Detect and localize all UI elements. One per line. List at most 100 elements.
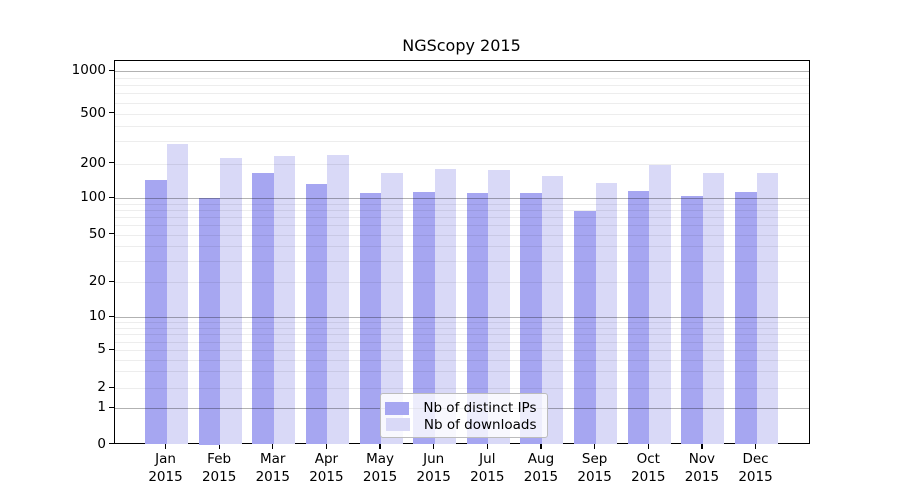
- x-tick-year: 2015: [684, 468, 720, 485]
- x-tick-mark-oct: [647, 444, 649, 449]
- legend: Nb of distinct IPs Nb of downloads: [379, 393, 548, 438]
- bar-oct-distinct-ips: [627, 191, 650, 445]
- x-tick-month: Feb: [207, 451, 232, 467]
- x-tick-label-feb: Feb 2015: [189, 451, 249, 486]
- bar-may-downloads: [381, 172, 403, 445]
- bar-dec-downloads: [756, 173, 779, 445]
- y-tick-mark-2: [109, 386, 114, 389]
- x-tick-mark-jan: [164, 444, 167, 449]
- x-tick-month: Jun: [423, 451, 445, 467]
- x-tick-month: Dec: [742, 451, 769, 467]
- x-tick-label-may: May 2015: [350, 451, 410, 486]
- plot-area: Nb of distinct IPs Nb of downloads: [113, 60, 810, 445]
- y-tick-mark-1: [109, 406, 114, 409]
- x-tick-label-oct: Oct 2015: [618, 451, 678, 486]
- bar-mar-distinct-ips: [252, 173, 274, 445]
- x-tick-year: 2015: [631, 468, 666, 485]
- y-tick-mark-1000: [109, 69, 114, 72]
- bar-apr-distinct-ips: [305, 184, 328, 445]
- x-tick-label-sep: Sep 2015: [565, 451, 625, 486]
- bar-oct-downloads: [649, 164, 671, 445]
- x-tick-month: Nov: [688, 451, 716, 467]
- y-tick-label-20: 20: [88, 273, 106, 289]
- y-tick-mark-0: [109, 443, 114, 445]
- x-tick-year: 2015: [738, 468, 773, 485]
- bar-nov-distinct-ips: [681, 195, 703, 445]
- y-tick-label-200: 200: [80, 154, 106, 171]
- x-tick-year: 2015: [523, 468, 559, 485]
- bar-nov-downloads: [702, 173, 725, 445]
- legend-label-distinct-ips: Nb of distinct IPs: [423, 400, 537, 417]
- bar-jan-distinct-ips: [145, 180, 167, 445]
- x-tick-month: Apr: [314, 451, 339, 467]
- x-tick-mark-nov: [701, 444, 703, 449]
- x-tick-month: May: [366, 451, 394, 467]
- bar-aug-downloads: [541, 176, 564, 445]
- x-tick-month: Jan: [155, 451, 176, 467]
- y-tick-label-10: 10: [88, 308, 106, 324]
- bar-jun-downloads: [434, 168, 457, 445]
- bar-sep-downloads: [595, 182, 618, 445]
- x-tick-year: 2015: [470, 468, 505, 485]
- x-tick-mark-apr: [325, 444, 328, 449]
- y-tick-label-100: 100: [80, 189, 106, 205]
- x-tick-month: Oct: [636, 451, 660, 467]
- bars-layer: [115, 61, 810, 445]
- y-tick-mark-200: [109, 162, 114, 164]
- x-tick-mark-may: [379, 444, 381, 449]
- x-tick-year: 2015: [309, 468, 344, 485]
- x-tick-label-mar: Mar 2015: [243, 451, 303, 486]
- x-tick-mark-feb: [218, 444, 220, 449]
- x-tick-mark-aug: [540, 444, 542, 449]
- x-tick-mark-jul: [486, 444, 489, 449]
- bar-apr-downloads: [327, 155, 349, 445]
- x-tick-mark-dec: [754, 444, 757, 449]
- x-tick-mark-sep: [594, 444, 596, 449]
- x-tick-month: Mar: [260, 451, 286, 467]
- x-tick-label-nov: Nov 2015: [672, 451, 732, 486]
- legend-swatch-downloads: [385, 418, 410, 432]
- x-tick-year: 2015: [255, 468, 290, 485]
- x-tick-label-aug: Aug 2015: [511, 451, 571, 486]
- y-tick-mark-100: [109, 196, 114, 198]
- bar-jun-distinct-ips: [413, 191, 435, 445]
- bar-jan-downloads: [166, 144, 188, 445]
- y-tick-label-500: 500: [80, 104, 106, 121]
- bar-jul-distinct-ips: [466, 192, 489, 445]
- x-tick-year: 2015: [416, 468, 451, 485]
- legend-swatch-distinct-ips: [385, 401, 410, 415]
- legend-row-distinct-ips: Nb of distinct IPs: [385, 400, 537, 417]
- y-tick-label-1: 1: [97, 399, 106, 416]
- y-tick-label-50: 50: [88, 225, 106, 242]
- legend-row-downloads: Nb of downloads: [385, 416, 537, 434]
- bar-jul-downloads: [488, 170, 510, 445]
- x-tick-label-dec: Dec 2015: [726, 451, 786, 486]
- y-tick-mark-50: [109, 233, 114, 235]
- x-tick-year: 2015: [201, 468, 237, 485]
- x-tick-label-apr: Apr 2015: [296, 451, 356, 486]
- x-tick-mark-mar: [272, 444, 274, 449]
- legend-label-downloads: Nb of downloads: [423, 416, 537, 433]
- bar-sep-distinct-ips: [574, 211, 596, 445]
- y-tick-label-2: 2: [97, 379, 106, 396]
- y-tick-mark-5: [109, 348, 114, 351]
- x-tick-month: Aug: [527, 451, 555, 467]
- bar-feb-distinct-ips: [198, 198, 221, 445]
- y-tick-mark-10: [109, 315, 114, 317]
- x-tick-mark-jun: [433, 444, 435, 449]
- x-tick-label-jul: Jul 2015: [457, 451, 517, 486]
- y-tick-label-1000: 1000: [71, 62, 106, 79]
- x-tick-label-jun: Jun 2015: [404, 451, 464, 486]
- y-tick-mark-500: [109, 112, 114, 114]
- y-tick-label-0: 0: [97, 435, 106, 452]
- x-tick-year: 2015: [577, 468, 612, 485]
- x-tick-year: 2015: [362, 468, 398, 485]
- y-tick-label-5: 5: [97, 341, 106, 358]
- x-tick-label-jan: Jan 2015: [136, 451, 196, 486]
- bar-may-distinct-ips: [359, 193, 382, 445]
- bar-dec-distinct-ips: [735, 191, 757, 445]
- y-tick-mark-20: [109, 280, 114, 282]
- chart-title: NGScopy 2015: [402, 36, 521, 55]
- x-tick-month: Jul: [479, 451, 496, 467]
